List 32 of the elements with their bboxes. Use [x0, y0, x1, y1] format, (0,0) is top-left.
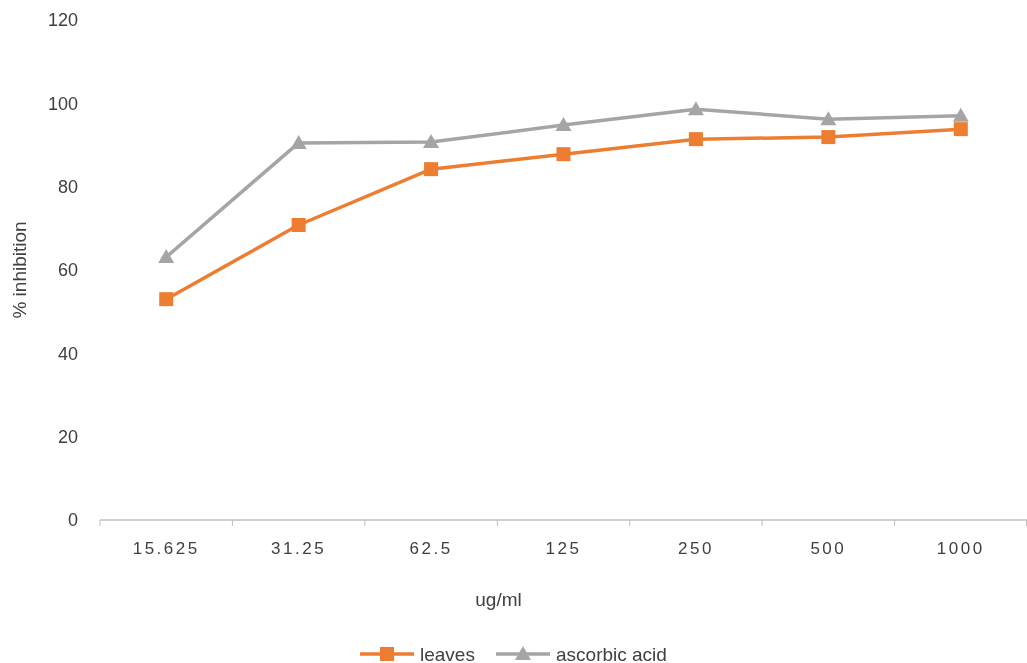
x-tick-label: 62.5	[409, 539, 453, 558]
point	[158, 249, 175, 264]
y-tick-label: 120	[47, 10, 78, 31]
x-tick-label: 31.25	[271, 539, 327, 558]
y-tick-label: 0	[67, 510, 78, 531]
point	[953, 122, 968, 137]
y-tick-label: 80	[57, 176, 78, 197]
legend-label: ascorbic acid	[556, 643, 667, 663]
legend-label: leaves	[420, 643, 475, 663]
point	[159, 292, 174, 307]
x-tick-label: 125	[545, 539, 582, 558]
point	[688, 132, 703, 147]
point	[424, 162, 439, 177]
x-tick-label: 250	[677, 539, 714, 558]
point	[821, 130, 836, 145]
point	[423, 134, 440, 149]
point	[290, 134, 307, 149]
point	[555, 117, 572, 131]
point	[291, 218, 306, 232]
y-tick-label: 60	[57, 260, 78, 281]
x-axis-title: ug/ml	[475, 589, 522, 610]
y-tick-label: 40	[57, 343, 78, 364]
y-axis-title: % inhibition	[9, 221, 30, 319]
point	[952, 107, 969, 122]
y-tick-label: 20	[57, 426, 78, 447]
point	[556, 147, 571, 162]
x-tick-label: 1000	[936, 539, 985, 558]
point	[820, 111, 837, 126]
x-tick-label: 15.625	[132, 539, 200, 558]
y-tick-label: 100	[47, 93, 78, 114]
point	[687, 101, 704, 116]
x-tick-label: 500	[810, 539, 847, 558]
